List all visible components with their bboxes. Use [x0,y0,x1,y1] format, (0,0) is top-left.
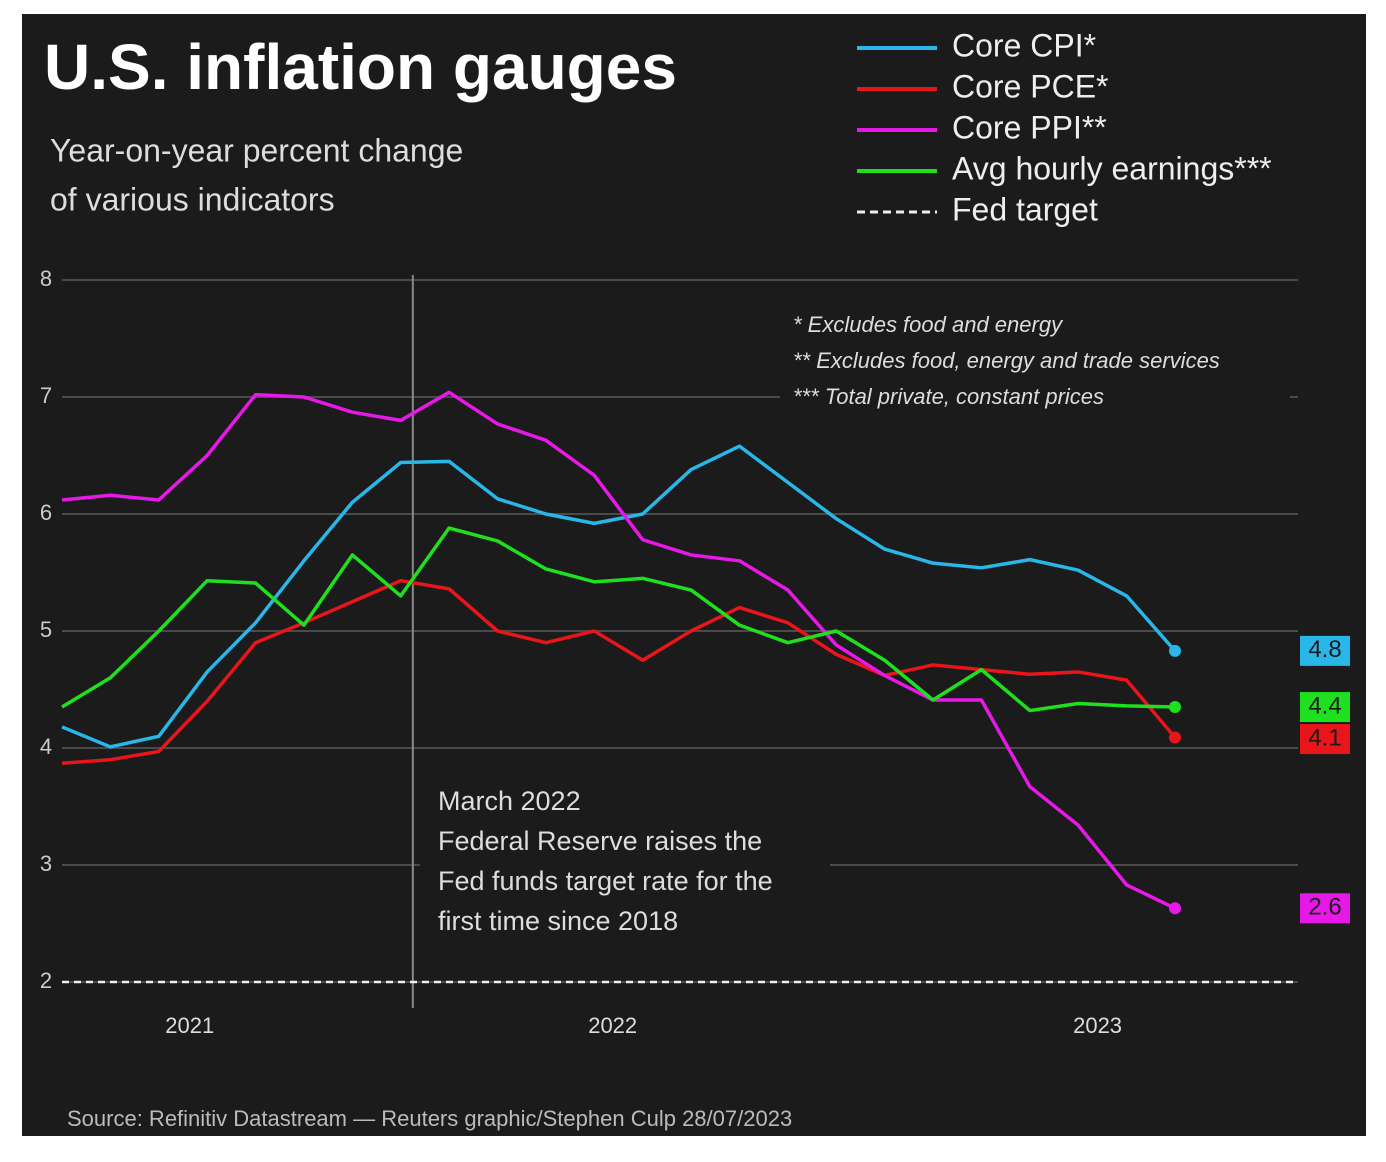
value-label: 4.4 [1308,692,1341,719]
legend-label: Avg hourly earnings*** [952,150,1272,186]
subtitle: of various indicators [50,181,335,217]
note: * Excludes food and energy [793,312,1064,337]
value-label-box [1300,692,1350,723]
panel [22,14,1366,1136]
legend-label: Core PPI** [952,109,1107,145]
series-line [61,578,1177,765]
annotation: first time since 2018 [438,906,678,936]
value-label-box [1300,635,1350,666]
y-tick-label: 8 [40,266,52,291]
value-label-box [1300,724,1350,755]
y-tick-label: 4 [40,734,52,759]
annotation-bg [420,780,830,945]
end-dot [1169,701,1181,714]
x-tick-label: 2021 [165,1013,214,1038]
end-dot [1169,644,1181,657]
value-label: 2.6 [1308,894,1341,921]
subtitle: Year-on-year percent change [50,132,463,168]
source: Source: Refinitiv Datastream — Reuters g… [67,1106,792,1131]
end-dot [1169,902,1181,915]
value-label: 4.1 [1308,724,1341,751]
note: ** Excludes food, energy and trade servi… [793,348,1220,373]
y-tick-label: 2 [40,968,52,993]
y-tick-label: 5 [40,617,52,642]
end-dot [1169,731,1181,744]
legend-label: Fed target [952,191,1098,227]
legend-label: Core CPI* [952,27,1096,63]
y-tick-label: 6 [40,500,52,525]
note: *** Total private, constant prices [793,384,1104,409]
y-tick-label: 7 [40,383,52,408]
annotation: Federal Reserve raises the [438,826,762,856]
value-label: 4.8 [1308,636,1341,663]
series-line [61,390,1176,910]
annotation: Fed funds target rate for the [438,866,773,896]
series-line [61,444,1177,749]
value-label-box [1300,893,1350,924]
chart-title: U.S. inflation gauges [44,31,677,103]
annotation: March 2022 [438,786,581,816]
x-tick-label: 2022 [588,1013,637,1038]
x-tick-label: 2023 [1073,1013,1122,1038]
legend-label: Core PCE* [952,68,1109,104]
series-line [61,526,1176,713]
y-tick-label: 3 [40,851,52,876]
notes-bg [780,306,1290,416]
